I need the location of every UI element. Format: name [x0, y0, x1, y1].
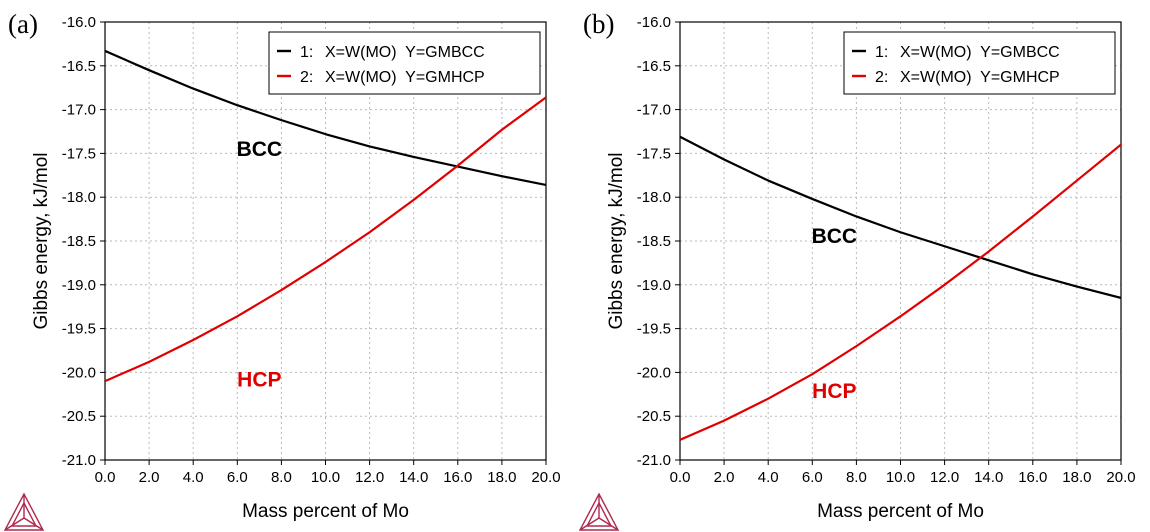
y-tick-label: -17.0: [62, 102, 96, 119]
x-tick-label: 4.0: [758, 469, 779, 486]
x-tick-label: 12.0: [355, 469, 384, 486]
y-tick-label: -20.5: [62, 408, 96, 425]
x-tick-label: 20.0: [1106, 469, 1135, 486]
y-tick-label: -18.5: [62, 233, 96, 250]
series-annotation: HCP: [237, 369, 281, 392]
y-tick-label: -20.0: [62, 364, 96, 381]
legend-number: 1:: [300, 44, 313, 61]
x-tick-label: 16.0: [1018, 469, 1047, 486]
legend-number: 2:: [300, 69, 313, 86]
legend-label: X=W(MO) Y=GMBCC: [325, 44, 485, 61]
y-tick-label: -18.0: [62, 189, 96, 206]
legend-number: 1:: [875, 44, 888, 61]
y-tick-label: -17.5: [62, 145, 96, 162]
x-tick-label: 8.0: [846, 469, 867, 486]
legend-label: X=W(MO) Y=GMBCC: [900, 44, 1060, 61]
chart-svg: 0.0 2.0 4.0 6.0 8.0 10.0 12.0 14.0 16.0 18.0 20.0 -…: [578, 9, 1136, 531]
x-tick-label: 0.0: [95, 469, 116, 486]
chart-panel-b: 0.0 2.0 4.0 6.0 8.0 10.0 12.0 14.0 16.0 18.0 20.0 -…: [575, 0, 1150, 532]
y-tick-label: -16.0: [637, 14, 671, 31]
x-tick-label: 18.0: [487, 469, 516, 486]
legend-label: X=W(MO) Y=GMHCP: [900, 69, 1060, 86]
x-tick-label: 12.0: [930, 469, 959, 486]
series-line-1: [105, 49, 546, 187]
x-tick-label: 4.0: [183, 469, 204, 486]
x-tick-label: 18.0: [1062, 469, 1091, 486]
y-tick-label: -19.0: [62, 277, 96, 294]
y-tick-label: -18.5: [637, 233, 671, 250]
y-tick-label: -19.5: [62, 321, 96, 338]
y-tick-label: -16.5: [62, 58, 96, 75]
x-tick-label: 2.0: [139, 469, 160, 486]
x-tick-label: 10.0: [311, 469, 340, 486]
y-axis-title: Gibbs energy, kJ/mol: [31, 152, 52, 329]
x-tick-label: 8.0: [271, 469, 292, 486]
y-tick-label: -16.0: [62, 14, 96, 31]
x-tick-label: 10.0: [886, 469, 915, 486]
series-line-1: [680, 135, 1121, 300]
x-tick-label: 2.0: [714, 469, 735, 486]
y-axis-title: Gibbs energy, kJ/mol: [606, 152, 627, 329]
x-tick-label: 14.0: [399, 469, 428, 486]
y-tick-label: -19.0: [637, 277, 671, 294]
panel-label: (a): [8, 9, 38, 39]
y-tick-label: -19.5: [637, 321, 671, 338]
triangle-logo: [3, 492, 45, 531]
series-line-2: [105, 96, 546, 383]
y-tick-label: -20.0: [637, 364, 671, 381]
y-tick-label: -16.5: [637, 58, 671, 75]
y-tick-label: -21.0: [62, 452, 96, 469]
x-tick-label: 20.0: [531, 469, 560, 486]
legend-label: X=W(MO) Y=GMHCP: [325, 69, 485, 86]
chart-svg: 0.0 2.0 4.0 6.0 8.0 10.0 12.0 14.0 16.0 18.0 20.0 -…: [3, 9, 561, 531]
x-axis-title: Mass percent of Mo: [817, 501, 984, 522]
series-annotation: HCP: [812, 380, 856, 403]
series-line-2: [680, 143, 1121, 441]
x-tick-label: 0.0: [670, 469, 691, 486]
y-tick-label: -17.5: [637, 145, 671, 162]
series-annotation: BCC: [237, 138, 283, 161]
y-tick-label: -18.0: [637, 189, 671, 206]
legend-box: [268, 31, 541, 95]
y-tick-label: -17.0: [637, 102, 671, 119]
legend-number: 2:: [875, 69, 888, 86]
series-annotation: BCC: [812, 225, 858, 248]
x-tick-label: 14.0: [974, 469, 1003, 486]
y-tick-label: -20.5: [637, 408, 671, 425]
x-tick-label: 16.0: [443, 469, 472, 486]
legend-box: [843, 31, 1116, 95]
chart-panel-a: 0.0 2.0 4.0 6.0 8.0 10.0 12.0 14.0 16.0 18.0 20.0 -…: [3, 9, 561, 531]
x-axis-title: Mass percent of Mo: [242, 501, 409, 522]
x-tick-label: 6.0: [802, 469, 823, 486]
triangle-logo: [578, 492, 620, 531]
y-tick-label: -21.0: [637, 452, 671, 469]
panel-label: (b): [583, 9, 614, 39]
x-tick-label: 6.0: [227, 469, 248, 486]
